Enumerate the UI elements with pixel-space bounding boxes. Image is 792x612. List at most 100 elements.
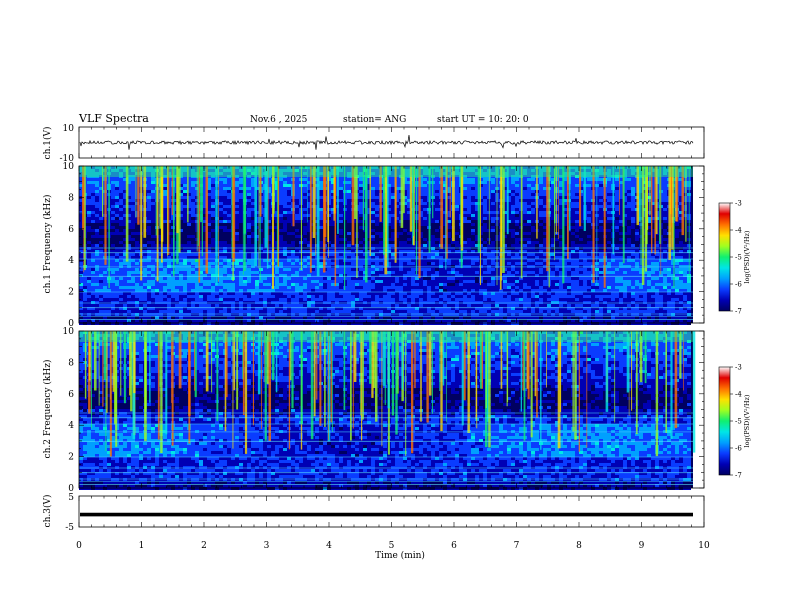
spectrogram-cell xyxy=(263,268,267,271)
spectrogram-cell xyxy=(379,316,383,319)
spectrogram-cell xyxy=(371,289,375,292)
spectrogram-cell xyxy=(79,253,83,256)
spectrogram-cell xyxy=(187,217,191,220)
spectrogram-cell xyxy=(79,322,83,325)
spectrogram-cell xyxy=(339,283,343,286)
spectrogram-cell xyxy=(95,172,99,175)
spectrogram-cell xyxy=(435,262,439,265)
spectrogram-cell xyxy=(291,271,295,274)
spectrogram-cell xyxy=(411,313,415,316)
spectrogram-cell xyxy=(403,271,407,274)
spectrogram-cell xyxy=(443,268,447,271)
spectrogram-cell xyxy=(335,244,339,247)
spectrogram-cell xyxy=(79,178,83,181)
spectrogram-cell xyxy=(419,232,423,235)
spectrogram-cell xyxy=(407,211,411,214)
spectrogram-cell xyxy=(83,283,87,286)
spectrogram-cell xyxy=(135,244,139,247)
spectrogram-cell xyxy=(387,181,391,184)
spectrogram-cell xyxy=(223,202,227,205)
spectrogram-cell xyxy=(147,196,151,199)
spectrogram-cell xyxy=(299,307,303,310)
spectrogram-cell xyxy=(159,277,163,280)
spectrogram-cell xyxy=(239,190,243,193)
spectrogram-cell xyxy=(311,292,315,295)
spectrogram-cell xyxy=(227,322,231,325)
spectrogram-cell xyxy=(439,277,443,280)
spectrogram-cell xyxy=(183,322,187,325)
spectrogram-cell xyxy=(223,316,227,319)
spectrogram-cell xyxy=(307,202,311,205)
spectrogram-cell xyxy=(263,274,267,277)
spectrogram-cell xyxy=(379,235,383,238)
spectrogram-cell xyxy=(235,244,239,247)
spectrogram-cell xyxy=(119,313,123,316)
spectrogram-cell xyxy=(447,166,451,169)
spectrogram-cell xyxy=(427,292,431,295)
spectrogram-cell xyxy=(251,175,255,178)
spectrogram-cell xyxy=(251,256,255,259)
spectrogram-cell xyxy=(219,187,223,190)
spectrogram-cell xyxy=(303,238,307,241)
spectrogram-cell xyxy=(111,277,115,280)
spectrogram-cell xyxy=(131,253,135,256)
spectrogram-cell xyxy=(95,175,99,178)
spectrogram-cell xyxy=(387,217,391,220)
spectrogram-cell xyxy=(311,271,315,274)
spectrogram-cell xyxy=(135,208,139,211)
spectrogram-cell xyxy=(271,304,275,307)
spectrogram-cell xyxy=(399,259,403,262)
spectrogram-cell xyxy=(239,175,243,178)
spectrogram-cell xyxy=(123,304,127,307)
spectrogram-cell xyxy=(127,304,131,307)
spectrogram-cell xyxy=(427,259,431,262)
spectrogram-cell xyxy=(395,199,399,202)
spectrogram-cell xyxy=(351,244,355,247)
spectrogram-cell xyxy=(319,166,323,169)
spectrogram-cell xyxy=(219,241,223,244)
spectrogram-cell xyxy=(315,316,319,319)
spectrogram-cell xyxy=(175,292,179,295)
spectrogram-cell xyxy=(315,307,319,310)
spectrogram-cell xyxy=(187,175,191,178)
spectrogram-cell xyxy=(267,166,271,169)
spectrogram-cell xyxy=(287,235,291,238)
spectrogram-cell xyxy=(307,184,311,187)
spectrogram-cell xyxy=(123,169,127,172)
spectrogram-cell xyxy=(347,283,351,286)
spectrogram-cell xyxy=(359,319,363,322)
spectrogram-cell xyxy=(115,304,119,307)
spectrogram-cell xyxy=(183,298,187,301)
spectrogram-cell xyxy=(251,268,255,271)
spectrogram-cell xyxy=(267,268,271,271)
spectrogram-cell xyxy=(131,298,135,301)
spectrogram-cell xyxy=(219,202,223,205)
spectrogram-cell xyxy=(387,232,391,235)
spectrogram-cell xyxy=(287,262,291,265)
spectrogram-cell xyxy=(195,268,199,271)
spectrogram-cell xyxy=(351,316,355,319)
spectrogram-cell xyxy=(283,208,287,211)
spectrogram-cell xyxy=(335,175,339,178)
spectrogram-cell xyxy=(103,322,107,325)
spectrogram-cell xyxy=(331,298,335,301)
spectrogram-cell xyxy=(327,301,331,304)
spectrogram-cell xyxy=(287,226,291,229)
spectrogram-cell xyxy=(119,292,123,295)
spectrogram-cell xyxy=(435,193,439,196)
spectrogram-cell xyxy=(431,220,435,223)
spectrogram-cell xyxy=(135,319,139,322)
spectrogram-cell xyxy=(223,217,227,220)
spectrogram-cell xyxy=(279,310,283,313)
spectrogram-cell xyxy=(295,286,299,289)
spectrogram-cell xyxy=(431,262,435,265)
spectrogram-cell xyxy=(231,301,235,304)
spectrogram-cell xyxy=(399,322,403,325)
spectrogram-cell xyxy=(331,271,335,274)
spectrogram-cell xyxy=(399,286,403,289)
spectrogram-cell xyxy=(87,259,91,262)
spectrogram-cell xyxy=(299,271,303,274)
spectrogram-cell xyxy=(235,205,239,208)
spectrogram-cell xyxy=(251,304,255,307)
spectrogram-cell xyxy=(179,250,183,253)
